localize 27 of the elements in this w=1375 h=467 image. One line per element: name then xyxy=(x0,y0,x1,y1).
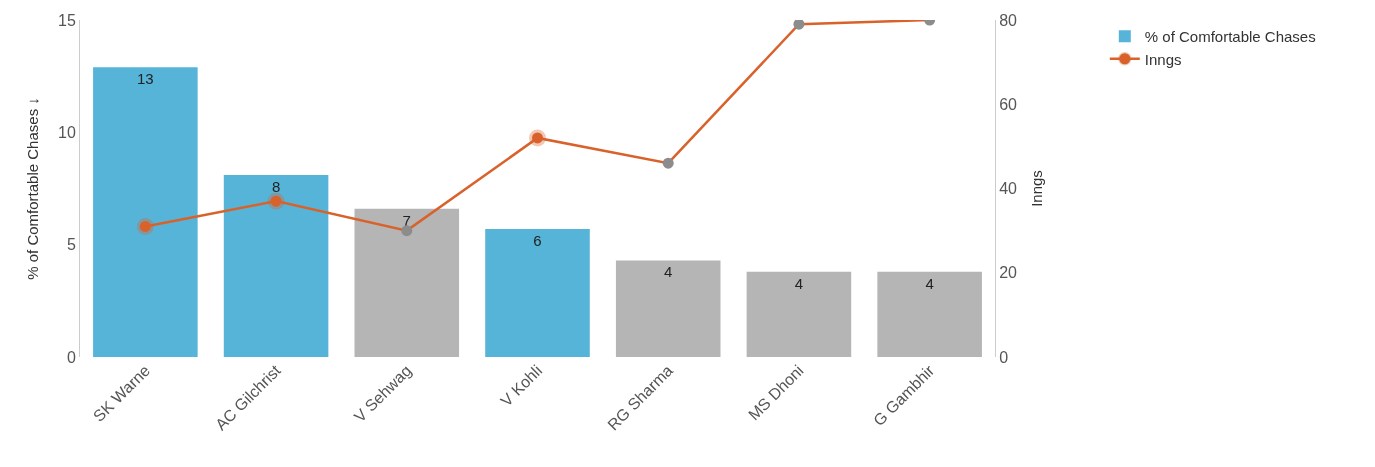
y-tick-label: 0 xyxy=(66,348,76,366)
y2-tick-label: 40 xyxy=(999,180,1018,198)
bar xyxy=(354,208,460,357)
data-label: 8 xyxy=(271,178,281,196)
y-tick-label: 5 xyxy=(66,236,76,254)
y-tick-label: 15 xyxy=(58,11,76,29)
legend-label: % of Comfortable Chases xyxy=(1144,28,1316,46)
y2-tick-label: 60 xyxy=(999,95,1018,113)
bar xyxy=(485,228,590,357)
data-label: 7 xyxy=(402,211,411,229)
data-label: 6 xyxy=(533,231,542,249)
bar xyxy=(93,67,198,357)
bar xyxy=(615,260,721,357)
data-label: 4 xyxy=(664,263,673,281)
bar xyxy=(223,175,329,357)
y2-axis-title: Inngs xyxy=(1028,170,1046,207)
legend-label: Inngs xyxy=(1144,50,1182,68)
y-axis-title: % of Comfortable Chases ↓ xyxy=(24,97,42,280)
y-tick-label: 10 xyxy=(58,123,76,141)
y2-tick-label: 0 xyxy=(999,348,1009,366)
y2-tick-label: 80 xyxy=(999,11,1018,29)
bar xyxy=(746,271,852,357)
data-label: 4 xyxy=(794,274,804,292)
y2-tick-label: 20 xyxy=(999,264,1018,282)
data-label: 4 xyxy=(925,274,934,292)
bar xyxy=(877,271,982,357)
data-label: 13 xyxy=(137,70,154,88)
